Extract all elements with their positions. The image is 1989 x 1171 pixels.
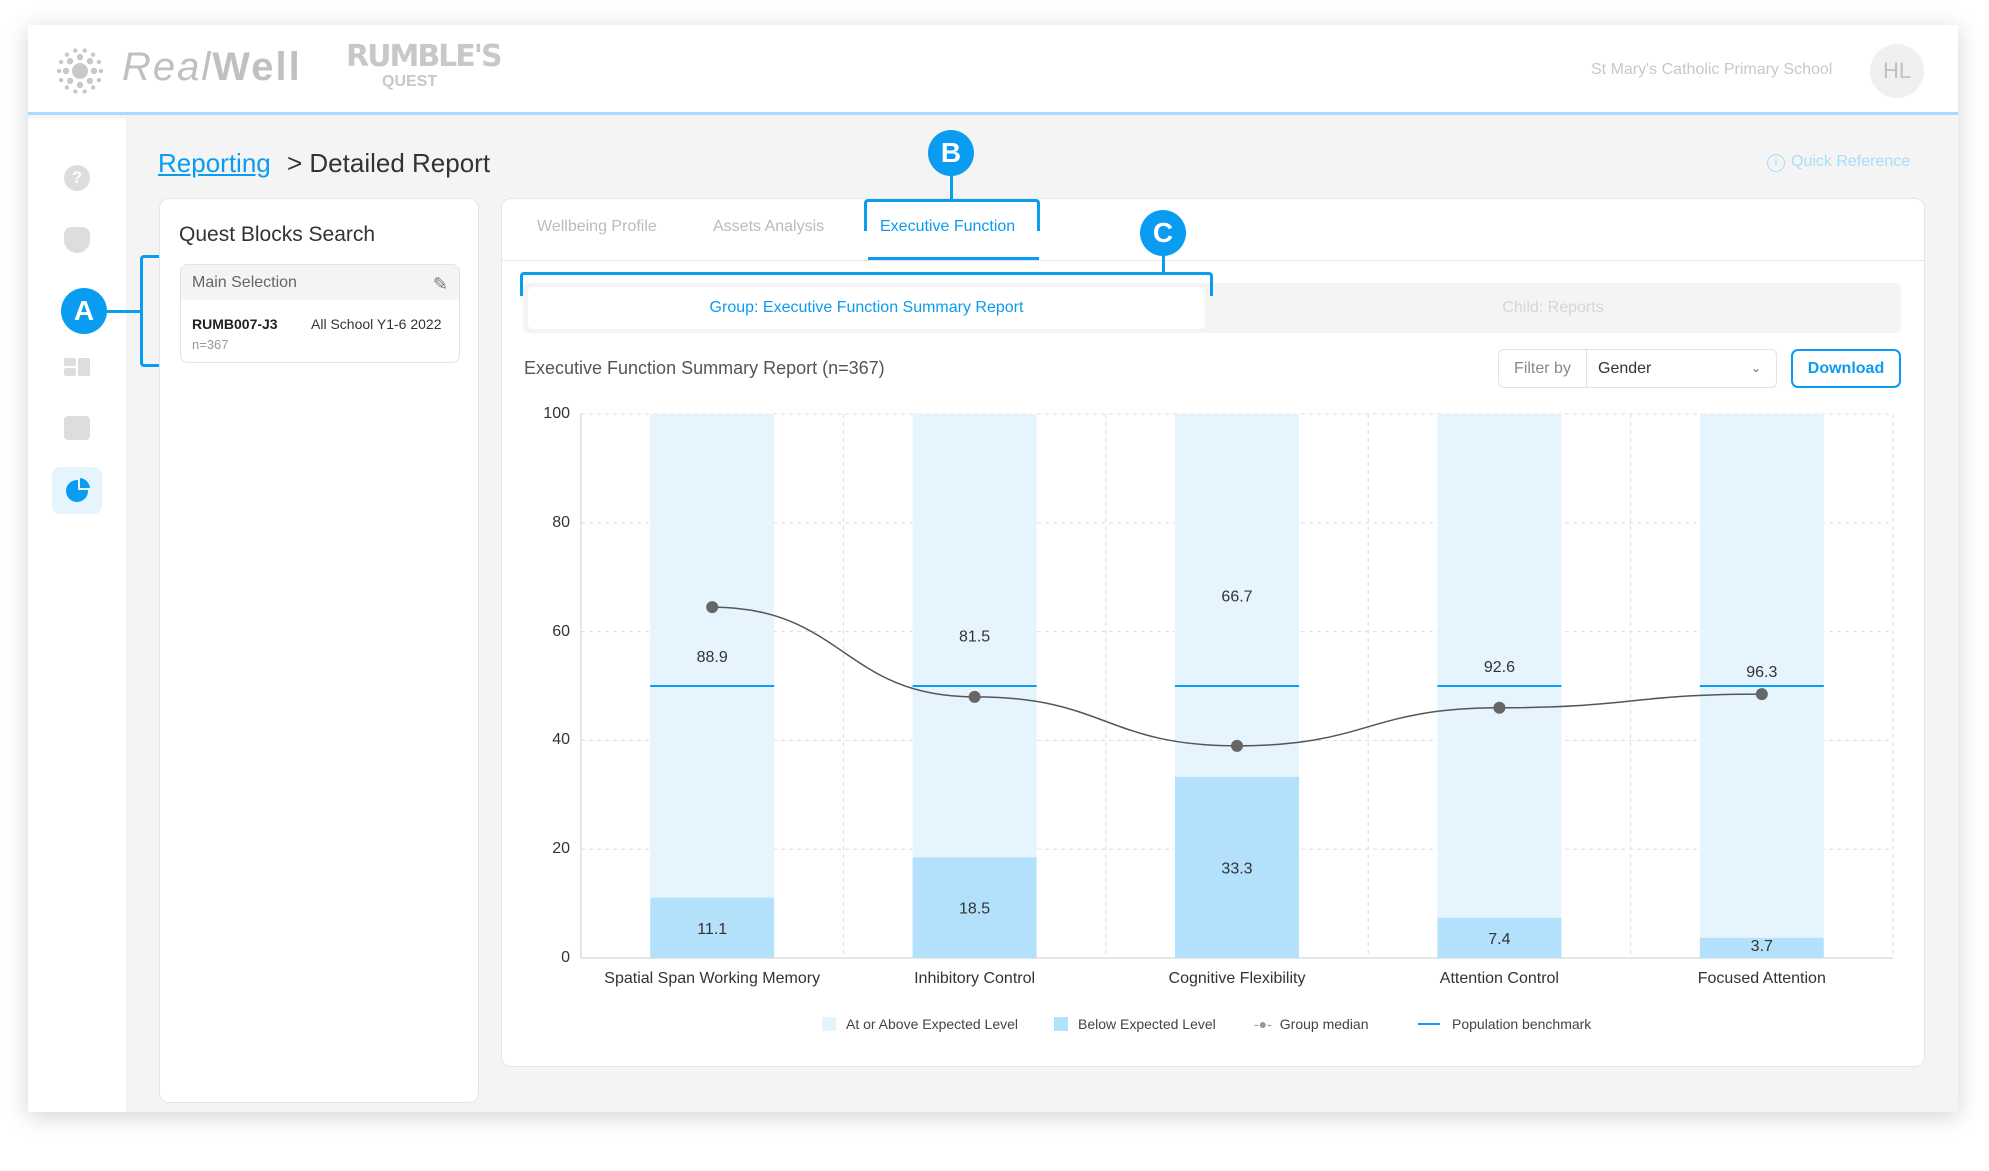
school-name: St Mary's Catholic Primary School bbox=[1591, 61, 1833, 78]
filter-select[interactable]: Filter by Gender ⌄ bbox=[1498, 349, 1777, 388]
legend-label: At or Above Expected Level bbox=[846, 1016, 1018, 1032]
selection-title: Main Selection bbox=[192, 274, 297, 291]
group-median-point bbox=[1231, 739, 1243, 752]
bar-below-expected bbox=[1175, 776, 1299, 958]
bar-above-expected bbox=[1175, 414, 1299, 777]
legend-median-icon: -●- bbox=[1254, 1016, 1272, 1032]
bar-above-expected bbox=[912, 414, 1037, 858]
selection-count: n=367 bbox=[192, 337, 229, 352]
sidebar bbox=[28, 118, 126, 1112]
quick-reference-link[interactable]: i Quick Reference bbox=[1767, 153, 1910, 172]
panel-title: Quest Blocks Search bbox=[179, 223, 376, 246]
annotation-bracket-b bbox=[864, 199, 1040, 231]
reports-nav-item[interactable] bbox=[52, 467, 102, 514]
y-tick-label: 0 bbox=[561, 949, 570, 966]
legend-swatch bbox=[1054, 1017, 1068, 1031]
subtab-control: Group: Executive Function Summary Report… bbox=[523, 283, 1901, 333]
annotation-line bbox=[950, 175, 953, 200]
filter-label: Filter by bbox=[1499, 350, 1587, 387]
filter-value: Gender bbox=[1598, 360, 1652, 377]
category-label: Inhibitory Control bbox=[914, 970, 1036, 987]
group-median-point bbox=[1493, 701, 1506, 714]
annotation-bracket-c bbox=[520, 272, 1213, 296]
subtab-child-reports[interactable]: Child: Reports bbox=[1502, 299, 1604, 316]
owl-icon[interactable] bbox=[64, 227, 90, 253]
bar-above-expected bbox=[1699, 414, 1824, 938]
bar-above-expected bbox=[1437, 414, 1562, 918]
dashboard-icon[interactable] bbox=[64, 358, 90, 376]
tab-wellbeing-profile[interactable]: Wellbeing Profile bbox=[537, 218, 657, 235]
data-label-above: 88.9 bbox=[697, 649, 728, 666]
annotation-badge-c: C bbox=[1140, 210, 1186, 256]
quest-logo-text: QUEST bbox=[382, 73, 438, 90]
bar-below-expected bbox=[1437, 917, 1562, 958]
help-icon[interactable]: ? bbox=[64, 165, 90, 191]
data-label-above: 66.7 bbox=[1221, 588, 1252, 605]
annotation-badge-a: A bbox=[61, 288, 107, 334]
subtab-group-summary[interactable]: Group: Executive Function Summary Report bbox=[528, 287, 1205, 329]
report-title: Executive Function Summary Report (n=367… bbox=[524, 358, 885, 378]
legend-label: Group median bbox=[1279, 1016, 1369, 1032]
quest-blocks-panel: Quest Blocks Search Main Selection ✎ RUMB… bbox=[159, 198, 479, 1103]
data-label-below: 33.3 bbox=[1221, 860, 1252, 877]
tab-executive-function[interactable]: Executive Function bbox=[880, 218, 1016, 235]
breadcrumb-current: > Detailed Report bbox=[287, 148, 491, 178]
data-label-above: 96.3 bbox=[1746, 664, 1777, 681]
data-label-below: 3.7 bbox=[1751, 938, 1773, 955]
category-label: Focused Attention bbox=[1697, 970, 1826, 987]
bar-below-expected bbox=[650, 897, 775, 958]
data-label-below: 11.1 bbox=[697, 921, 727, 938]
selection-label: All School Y1-6 2022 bbox=[311, 316, 442, 332]
realwell-logo-icon bbox=[56, 48, 104, 94]
user-avatar[interactable]: HL bbox=[1870, 44, 1924, 98]
selection-header: Main Selection ✎ bbox=[181, 265, 459, 300]
list-icon[interactable] bbox=[64, 416, 90, 440]
data-label-below: 7.4 bbox=[1488, 931, 1510, 948]
annotation-line bbox=[1162, 255, 1165, 273]
pie-chart-icon bbox=[66, 475, 93, 502]
tab-divider bbox=[501, 260, 1925, 261]
quick-reference-label: Quick Reference bbox=[1791, 153, 1911, 170]
main-selection-card[interactable]: Main Selection ✎ RUMB007-J3 All School Y1… bbox=[180, 264, 460, 363]
group-median-point bbox=[706, 601, 719, 614]
data-label-above: 81.5 bbox=[959, 629, 990, 646]
legend-item-median: -●- Group median bbox=[1254, 1016, 1369, 1032]
data-label-above: 92.6 bbox=[1484, 659, 1515, 676]
rumbles-logo: RUMBLE'S bbox=[346, 39, 503, 74]
y-tick-label: 100 bbox=[543, 405, 570, 422]
bar-below-expected bbox=[1699, 937, 1824, 958]
edit-icon[interactable]: ✎ bbox=[432, 274, 448, 294]
legend-item-below: Below Expected Level bbox=[1054, 1016, 1216, 1032]
download-button[interactable]: Download bbox=[1791, 349, 1901, 388]
y-tick-label: 80 bbox=[552, 513, 570, 531]
legend-label: Below Expected Level bbox=[1078, 1016, 1216, 1032]
legend-swatch bbox=[822, 1017, 836, 1031]
tab-assets-analysis[interactable]: Assets Analysis bbox=[713, 218, 825, 235]
info-icon: i bbox=[1767, 154, 1785, 172]
y-tick-label: 60 bbox=[552, 622, 570, 640]
active-tab-underline bbox=[868, 257, 1039, 260]
legend-item-benchmark: Population benchmark bbox=[1418, 1016, 1591, 1032]
legend-item-above: At or Above Expected Level bbox=[822, 1016, 1018, 1032]
bar-above-expected bbox=[650, 414, 775, 898]
group-median-point bbox=[968, 690, 981, 703]
category-label: Cognitive Flexibility bbox=[1168, 970, 1306, 987]
annotation-line bbox=[107, 310, 141, 313]
breadcrumb-reporting-link[interactable]: Reporting bbox=[158, 148, 271, 178]
data-label-below: 18.5 bbox=[959, 901, 990, 918]
bar-below-expected bbox=[912, 857, 1037, 958]
y-tick-label: 40 bbox=[552, 731, 570, 749]
realwell-logo: RealWell bbox=[122, 45, 302, 89]
top-header: RealWell RUMBLE'S QUEST St Mary's Cathol… bbox=[28, 25, 1958, 115]
y-tick-label: 20 bbox=[552, 840, 570, 858]
group-median-point bbox=[1755, 688, 1768, 701]
category-label: Attention Control bbox=[1439, 970, 1559, 987]
annotation-badge-b: B bbox=[928, 130, 974, 176]
legend-label: Population benchmark bbox=[1452, 1016, 1592, 1032]
legend-benchmark-icon bbox=[1418, 1023, 1440, 1025]
chevron-down-icon: ⌄ bbox=[1751, 361, 1762, 375]
category-label: Spatial Span Working Memory bbox=[604, 970, 821, 987]
selection-code: RUMB007-J3 bbox=[192, 316, 278, 332]
